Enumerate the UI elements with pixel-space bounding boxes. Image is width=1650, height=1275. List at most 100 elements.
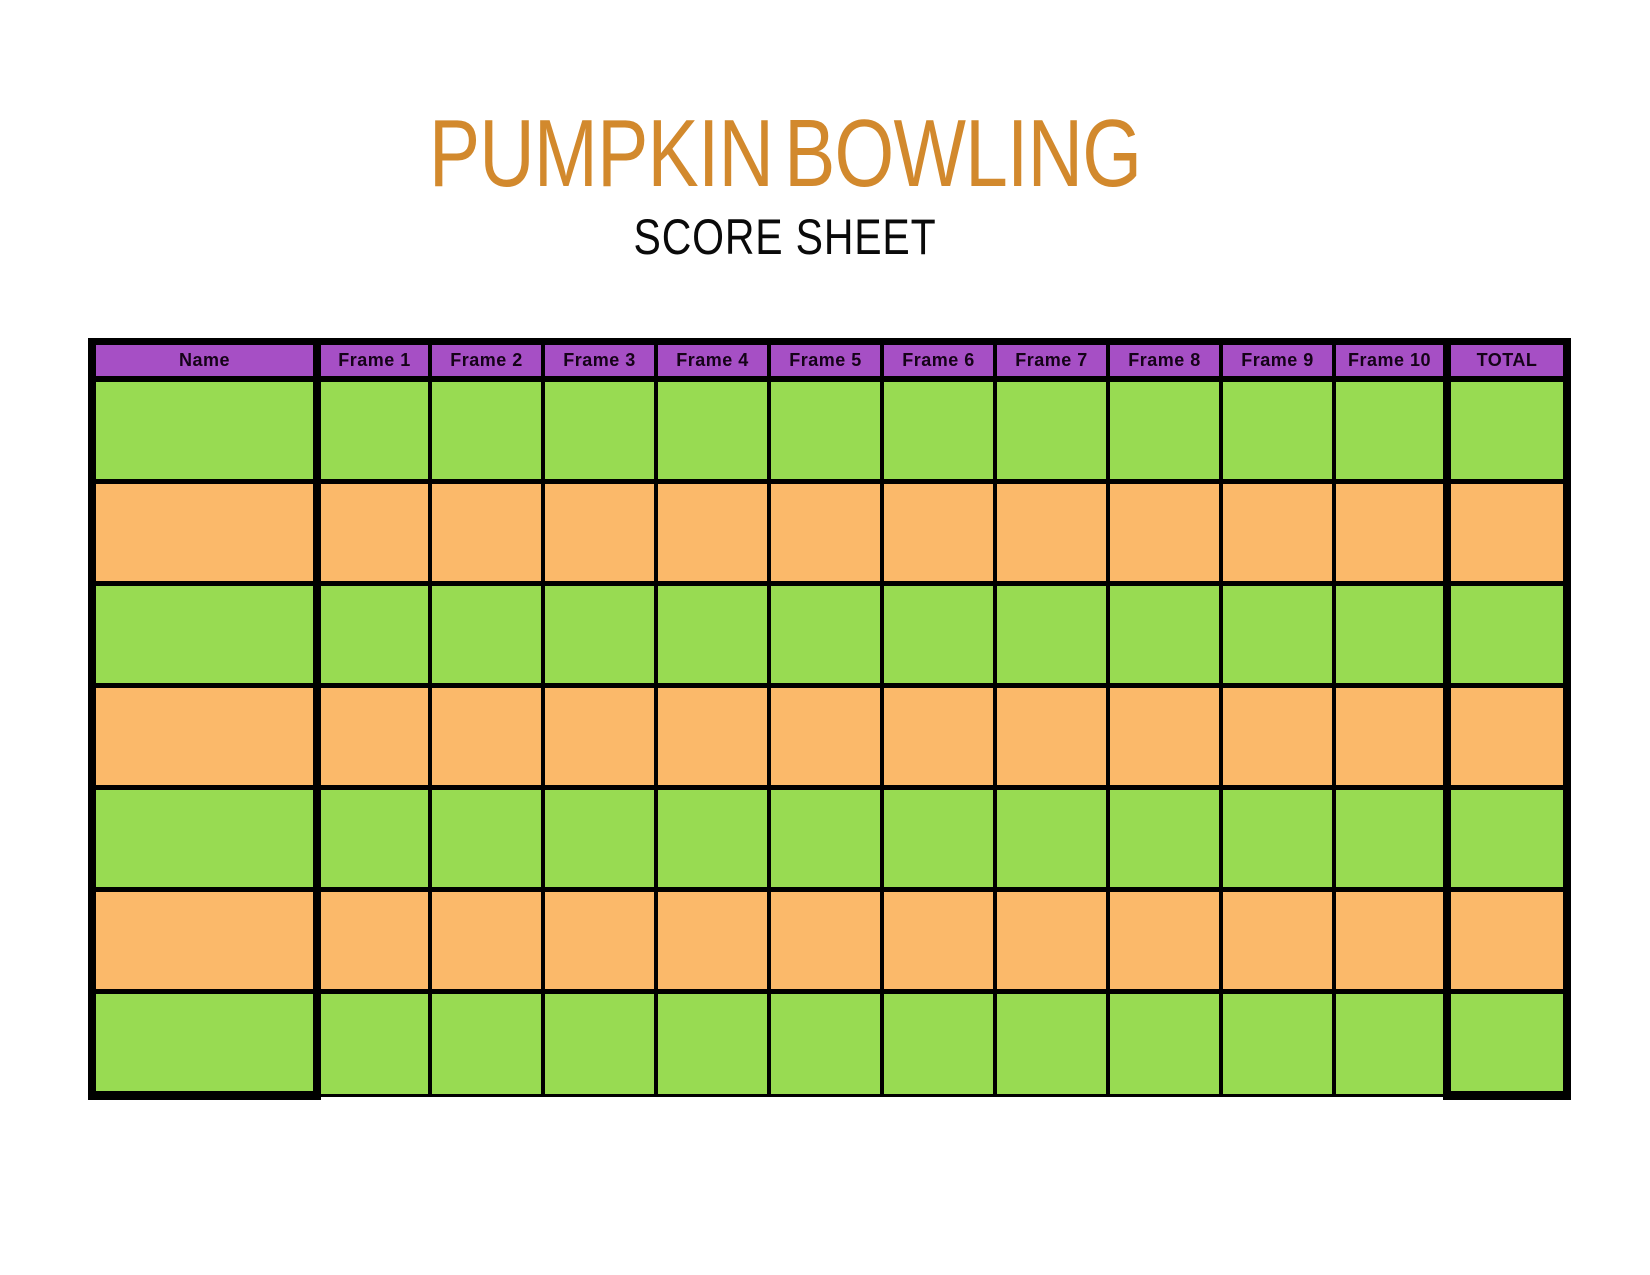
- frame-score-cell: [428, 785, 545, 892]
- total-cell: [1443, 376, 1571, 484]
- frame-score-cell: [541, 581, 658, 688]
- column-header-frame-6: Frame 6: [880, 338, 997, 382]
- frame-score-cell: [428, 683, 545, 790]
- frame-score-cell: [315, 376, 432, 484]
- frame-score-cell: [315, 479, 432, 586]
- frame-score-cell: [767, 581, 884, 688]
- frame-score-cell: [1219, 376, 1336, 484]
- frame-score-cell: [315, 581, 432, 688]
- frame-score-cell: [767, 887, 884, 994]
- frame-score-cell: [767, 479, 884, 586]
- frame-score-cell: [541, 887, 658, 994]
- total-cell: [1443, 683, 1571, 790]
- total-cell: [1443, 479, 1571, 586]
- frame-score-cell: [767, 683, 884, 790]
- column-header-frame-9: Frame 9: [1219, 338, 1336, 382]
- name-cell: [88, 581, 321, 688]
- frame-score-cell: [541, 785, 658, 892]
- frame-score-cell: [654, 683, 771, 790]
- frame-score-cell: [654, 785, 771, 892]
- frame-score-cell: [541, 479, 658, 586]
- column-header-name: Name: [88, 338, 321, 382]
- frame-score-cell: [993, 581, 1110, 688]
- frame-score-cell: [1332, 989, 1449, 1097]
- frame-score-cell: [880, 683, 997, 790]
- frame-score-cell: [880, 785, 997, 892]
- column-header-frame-4: Frame 4: [654, 338, 771, 382]
- name-cell: [88, 683, 321, 790]
- frame-score-cell: [654, 376, 771, 484]
- column-header-frame-2: Frame 2: [428, 338, 545, 382]
- frame-score-cell: [315, 785, 432, 892]
- frame-score-cell: [1219, 989, 1336, 1097]
- column-header-frame-1: Frame 1: [315, 338, 432, 382]
- table-row: [88, 376, 1571, 484]
- table-row: [88, 785, 1571, 892]
- table-row: [88, 683, 1571, 790]
- column-header-frame-8: Frame 8: [1106, 338, 1223, 382]
- frame-score-cell: [541, 376, 658, 484]
- column-header-frame-10: Frame 10: [1332, 338, 1449, 382]
- column-header-frame-3: Frame 3: [541, 338, 658, 382]
- frame-score-cell: [315, 683, 432, 790]
- frame-score-cell: [1106, 683, 1223, 790]
- frame-score-cell: [1219, 785, 1336, 892]
- column-header-total: TOTAL: [1443, 338, 1571, 382]
- frame-score-cell: [1332, 479, 1449, 586]
- name-cell: [88, 785, 321, 892]
- frame-score-cell: [541, 989, 658, 1097]
- frame-score-cell: [880, 479, 997, 586]
- total-cell: [1443, 989, 1571, 1100]
- frame-score-cell: [993, 989, 1110, 1097]
- frame-score-cell: [1106, 887, 1223, 994]
- frame-score-cell: [428, 479, 545, 586]
- name-cell: [88, 479, 321, 586]
- column-header-frame-5: Frame 5: [767, 338, 884, 382]
- frame-score-cell: [654, 887, 771, 994]
- frame-score-cell: [428, 887, 545, 994]
- frame-score-cell: [1332, 785, 1449, 892]
- frame-score-cell: [1106, 785, 1223, 892]
- frame-score-cell: [1219, 887, 1336, 994]
- frame-score-cell: [428, 581, 545, 688]
- table-row: [88, 989, 1571, 1100]
- frame-score-cell: [1219, 581, 1336, 688]
- frame-score-cell: [1219, 479, 1336, 586]
- frame-score-cell: [654, 479, 771, 586]
- frame-score-cell: [767, 785, 884, 892]
- frame-score-cell: [993, 479, 1110, 586]
- frame-score-cell: [1106, 989, 1223, 1097]
- frame-score-cell: [993, 376, 1110, 484]
- frame-score-cell: [993, 683, 1110, 790]
- frame-score-cell: [880, 989, 997, 1097]
- frame-score-cell: [1219, 683, 1336, 790]
- frame-score-cell: [1332, 581, 1449, 688]
- page-title: PUMPKIN BOWLING: [428, 100, 1142, 207]
- frame-score-cell: [880, 887, 997, 994]
- frame-score-cell: [1106, 376, 1223, 484]
- frame-score-cell: [541, 683, 658, 790]
- frame-score-cell: [1106, 479, 1223, 586]
- frame-score-cell: [767, 376, 884, 484]
- total-cell: [1443, 785, 1571, 892]
- frame-score-cell: [428, 989, 545, 1097]
- frame-score-cell: [1106, 581, 1223, 688]
- frame-score-cell: [1332, 683, 1449, 790]
- column-header-frame-7: Frame 7: [993, 338, 1110, 382]
- frame-score-cell: [654, 989, 771, 1097]
- frame-score-cell: [993, 785, 1110, 892]
- frame-score-cell: [1332, 376, 1449, 484]
- frame-score-cell: [880, 581, 997, 688]
- frame-score-cell: [880, 376, 997, 484]
- name-cell: [88, 887, 321, 994]
- total-cell: [1443, 581, 1571, 688]
- name-cell: [88, 989, 321, 1100]
- table-row: [88, 581, 1571, 688]
- name-cell: [88, 376, 321, 484]
- frame-score-cell: [993, 887, 1110, 994]
- frame-score-cell: [654, 581, 771, 688]
- total-cell: [1443, 887, 1571, 994]
